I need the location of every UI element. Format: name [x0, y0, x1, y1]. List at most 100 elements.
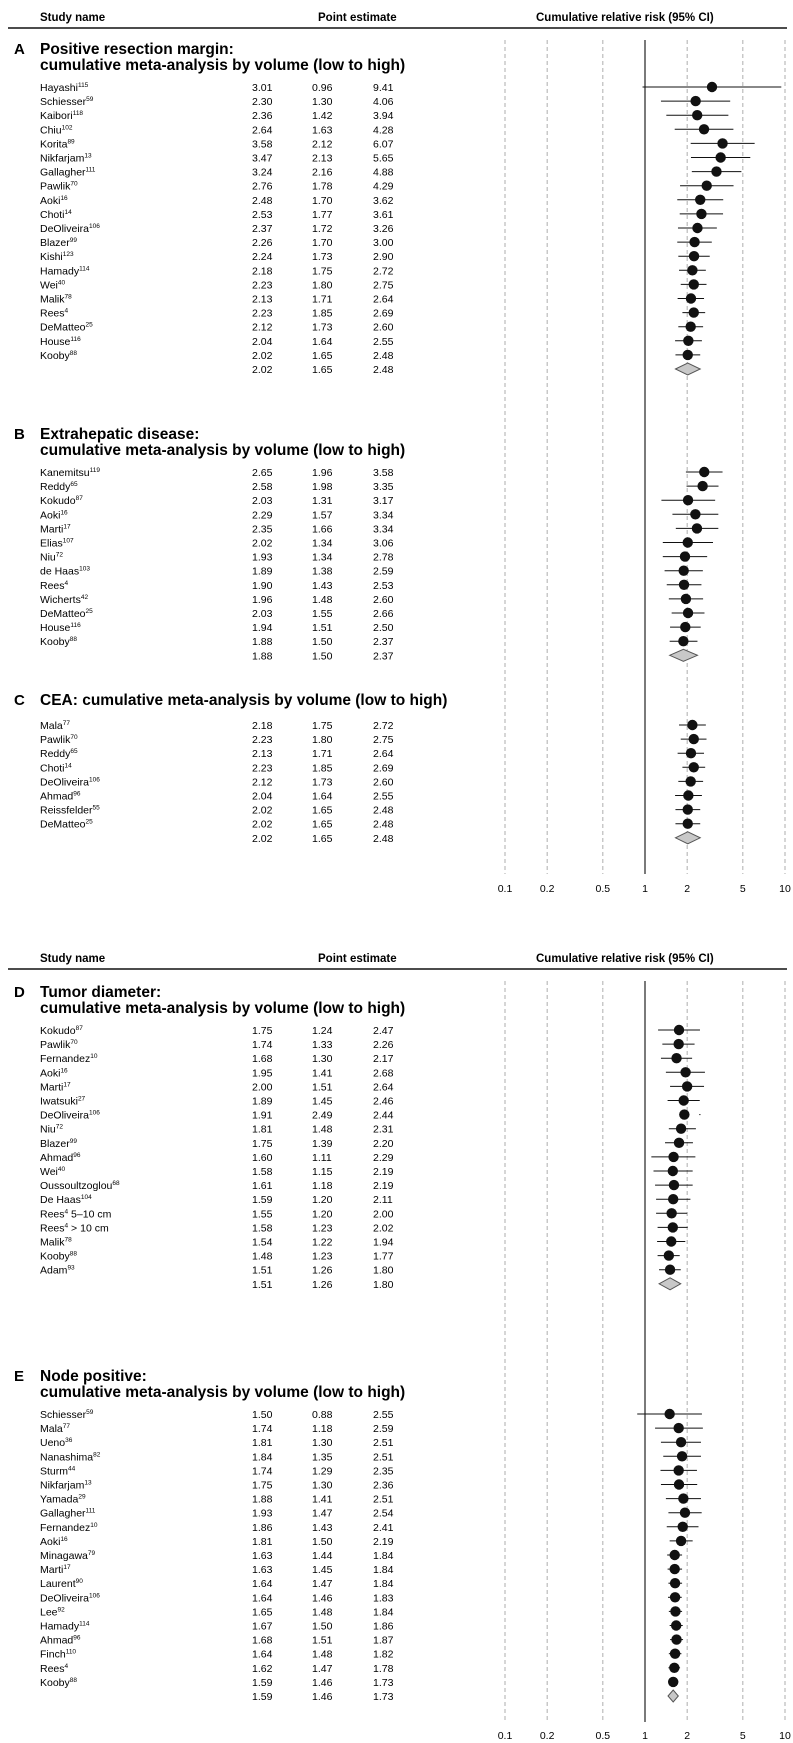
- study-row: Reddy65 2.58 1.98 3.35: [40, 480, 719, 493]
- point-marker: [690, 509, 701, 520]
- x-tick-label: 1: [642, 1730, 648, 1742]
- value-point: 2.18: [252, 265, 273, 277]
- study-name: Hayashi115: [40, 82, 89, 94]
- study-name: Nikfarjam13: [40, 1480, 92, 1492]
- header-point-estimate: Point estimate: [318, 12, 397, 24]
- study-row: de Haas103 1.89 1.38 2.59: [40, 565, 703, 578]
- study-row: Kishi123 2.24 1.73 2.90: [40, 251, 710, 263]
- study-row: Wei40 1.58 1.15 2.19: [40, 1165, 693, 1178]
- value-point: 1.48: [252, 1251, 273, 1263]
- summary-diamond: [668, 648, 699, 662]
- value-upper: 2.75: [373, 734, 394, 746]
- point-marker: [685, 776, 696, 787]
- value-upper: 1.77: [373, 1251, 394, 1263]
- value-point: 2.04: [252, 336, 273, 348]
- value-lower: 1.47: [312, 1508, 333, 1520]
- study-name: Pawlik70: [40, 181, 78, 193]
- value-upper: 3.26: [373, 223, 394, 235]
- point-marker: [673, 1024, 685, 1036]
- x-tick-label: 0.1: [498, 883, 513, 895]
- point-marker: [696, 208, 707, 220]
- value-point: 1.81: [252, 1437, 273, 1449]
- point-marker: [679, 1507, 691, 1518]
- point-marker: [678, 565, 689, 576]
- point-marker: [667, 1194, 679, 1205]
- value-point: 1.75: [252, 1025, 273, 1037]
- study-name: Chiu102: [40, 124, 73, 136]
- study-name: Schiesser59: [40, 1409, 94, 1421]
- value-point: 1.93: [252, 1508, 273, 1520]
- study-name: Iwatsuki27: [40, 1096, 86, 1108]
- study-name: Malik78: [40, 294, 72, 306]
- value-upper: 2.64: [373, 294, 394, 306]
- value-lower: 1.48: [312, 1649, 333, 1661]
- axis-group-1: 0.1 0.2 0.5 1 2 5 10: [498, 40, 791, 895]
- value-point: 2.02: [252, 833, 273, 845]
- point-marker: [688, 279, 699, 290]
- point-marker: [675, 1123, 687, 1134]
- point-marker: [717, 138, 728, 149]
- study-name: Minagawa79: [40, 1550, 95, 1562]
- value-point: 3.01: [252, 82, 273, 94]
- summary-diamond: [658, 1277, 682, 1291]
- study-row: Hamady114 2.18 1.75 2.72: [40, 265, 706, 277]
- value-upper: 2.55: [373, 1409, 394, 1421]
- value-upper: 2.48: [373, 805, 394, 817]
- value-upper: 1.80: [373, 1279, 394, 1291]
- x-tick-label: 0.2: [540, 1730, 555, 1742]
- x-tick-label: 0.5: [596, 883, 611, 895]
- value-lower: 1.45: [312, 1564, 333, 1576]
- value-upper: 2.20: [373, 1138, 394, 1150]
- value-point: 1.64: [252, 1578, 273, 1590]
- panel-letter: E: [14, 1368, 24, 1385]
- study-row: Niu72 1.81 1.48 2.31: [40, 1123, 696, 1136]
- point-marker: [688, 762, 699, 773]
- value-point: 2.02: [252, 805, 273, 817]
- value-upper: 1.78: [373, 1663, 394, 1675]
- summary-row: 1.59 1.46 1.73: [252, 1689, 679, 1703]
- value-point: 1.81: [252, 1124, 273, 1136]
- value-upper: 2.44: [373, 1110, 394, 1122]
- value-upper: 2.54: [373, 1508, 394, 1520]
- study-name: Wei40: [40, 279, 66, 291]
- value-point: 1.93: [252, 552, 273, 564]
- study-name: Nanashima82: [40, 1451, 101, 1463]
- value-lower: 1.41: [312, 1067, 333, 1079]
- study-name: De Haas104: [40, 1194, 92, 1206]
- point-marker: [692, 110, 703, 121]
- value-lower: 1.65: [312, 350, 333, 362]
- point-marker: [687, 719, 698, 731]
- point-marker: [715, 152, 726, 163]
- value-lower: 1.47: [312, 1578, 333, 1590]
- value-point: 2.37: [252, 223, 273, 235]
- value-lower: 1.11: [312, 1152, 332, 1164]
- value-point: 1.75: [252, 1138, 273, 1150]
- study-row: Marti17 2.00 1.51 2.64: [40, 1081, 705, 1093]
- value-lower: 1.31: [312, 495, 333, 507]
- value-point: 2.30: [252, 96, 273, 108]
- value-upper: 2.26: [373, 1039, 394, 1051]
- point-marker: [706, 81, 718, 93]
- value-lower: 1.38: [312, 566, 333, 578]
- point-marker: [699, 466, 710, 478]
- point-marker: [664, 1264, 676, 1275]
- value-upper: 1.86: [373, 1621, 394, 1633]
- panel-a: A Positive resection margin:cumulative me…: [14, 41, 782, 376]
- study-name: Reddy65: [40, 748, 78, 760]
- value-point: 1.74: [252, 1039, 273, 1051]
- study-row: Oussoultzoglou68 1.61 1.18 2.19: [40, 1179, 693, 1192]
- study-row: Rees4 2.23 1.85 2.69: [40, 307, 706, 320]
- value-upper: 2.48: [373, 350, 394, 362]
- panel-c: C CEA: cumulative meta-analysis by volume…: [14, 692, 707, 845]
- value-upper: 2.60: [373, 776, 394, 788]
- value-point: 1.51: [252, 1265, 273, 1277]
- study-row: Wicherts42 1.96 1.48 2.60: [40, 593, 704, 606]
- study-row: Pawlik70 2.76 1.78 4.29: [40, 180, 734, 193]
- study-row: DeMatteo25 2.03 1.55 2.66: [40, 607, 705, 620]
- study-name: DeMatteo25: [40, 608, 93, 620]
- study-name: Blazer99: [40, 1138, 77, 1150]
- study-name: Kanemitsu119: [40, 467, 100, 479]
- value-upper: 2.47: [373, 1025, 394, 1037]
- study-name: Nikfarjam13: [40, 153, 92, 165]
- value-upper: 3.34: [373, 523, 394, 535]
